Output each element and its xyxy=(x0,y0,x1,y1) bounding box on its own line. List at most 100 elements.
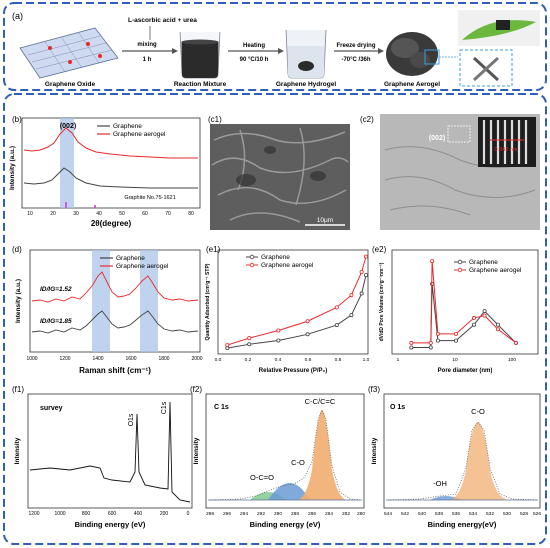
legend-graphene: Graphene xyxy=(116,255,145,262)
data-point-0-1 xyxy=(247,342,252,347)
y-axis-label: Intensity xyxy=(14,437,21,464)
reaction-mixture-beaker xyxy=(179,31,221,79)
stage-label-hydrogel: Graphene Hydrogel xyxy=(276,81,337,88)
panel-b-label: (b) xyxy=(12,115,22,124)
panel-c2: (c2) (002) 0.342 nm xyxy=(360,114,540,230)
y-axis-label: Intensity (a.u.) xyxy=(9,146,16,190)
f1-title: survey xyxy=(40,405,63,412)
data-point-0-7 xyxy=(363,273,368,278)
x-axis-label: Relative Pressure (P/P₀) xyxy=(259,368,327,374)
data-point-1-0 xyxy=(409,340,414,345)
svg-text:292: 292 xyxy=(257,511,265,517)
data-point-1-4 xyxy=(453,331,458,336)
peak-band xyxy=(60,118,74,208)
sem-texture xyxy=(211,127,349,223)
data-point-1-4 xyxy=(334,305,339,310)
legend-aerogel-marker xyxy=(249,262,255,268)
svg-text:10: 10 xyxy=(452,357,458,363)
svg-text:294: 294 xyxy=(240,511,248,517)
panel-e2-label: (e2) xyxy=(372,245,387,254)
panel-f3-label: (f3) xyxy=(368,385,380,394)
c1s-envelope xyxy=(209,408,363,501)
data-point-0-4 xyxy=(334,323,339,328)
graphene-raman-curve xyxy=(31,310,199,334)
y-axis-label: Quantity Adsorbed (cm³g⁻¹ STP) xyxy=(205,263,211,340)
panel-f3: (f3) O 1s C-O -OH Intensity 544 542 540 … xyxy=(368,385,541,529)
panel-f2-label: (f2) xyxy=(190,385,202,394)
svg-text:0: 0 xyxy=(187,511,190,517)
data-point-1-2 xyxy=(276,328,281,333)
step2-top: Heating xyxy=(243,43,265,49)
panel-c2-label: (c2) xyxy=(360,115,374,124)
panel-f1-label: (f1) xyxy=(12,385,24,394)
svg-text:70: 70 xyxy=(165,211,171,217)
svg-text:536: 536 xyxy=(452,511,460,517)
legend-aerogel: Graphene aerogel xyxy=(113,131,166,138)
svg-text:298: 298 xyxy=(206,511,214,517)
isotherm-plot xyxy=(225,254,368,351)
step2-bottom: 90 °C/10 h xyxy=(240,57,269,63)
svg-text:288: 288 xyxy=(291,511,299,517)
legend-aerogel-marker xyxy=(457,267,463,273)
step3-top: Freeze drying xyxy=(336,43,375,49)
svg-text:542: 542 xyxy=(401,511,409,517)
data-point-0-6 xyxy=(359,291,364,296)
step1-top: mixing xyxy=(137,42,157,48)
y-axis-label: Intensity (a.u.) xyxy=(15,279,22,323)
plot-frame xyxy=(391,249,539,355)
data-point-1-6 xyxy=(482,313,487,318)
svg-text:0.0: 0.0 xyxy=(215,357,222,363)
data-point-1-7 xyxy=(495,327,500,332)
x-tick-labels: 10 20 30 40 50 60 70 80 xyxy=(27,211,194,217)
y-axis-label: Intensity xyxy=(193,437,200,464)
y-axis-label: Intensity xyxy=(371,437,378,464)
svg-text:50: 50 xyxy=(119,211,125,217)
f3-title: O 1s xyxy=(390,404,405,411)
panel-f2: (f2) C 1s C-C/C=C C-O O-C=O Intensity 29… xyxy=(190,385,365,529)
legend-graphene-marker xyxy=(457,259,463,265)
plot-frame xyxy=(29,249,201,353)
svg-text:544: 544 xyxy=(384,511,392,517)
pore-distribution-plot xyxy=(409,259,518,350)
scale-bar-label: 10μm xyxy=(317,217,333,224)
panel-c1-label: (c1) xyxy=(208,115,222,124)
stage-label-aerogel: Graphene Aerogel xyxy=(384,81,440,88)
svg-text:296: 296 xyxy=(223,511,231,517)
svg-text:534: 534 xyxy=(469,511,477,517)
data-point-1-6 xyxy=(359,269,364,274)
o1s-envelope xyxy=(387,421,539,501)
svg-text:200: 200 xyxy=(160,511,169,517)
svg-text:1: 1 xyxy=(397,357,400,363)
lattice-fringe-inset: 0.342 nm xyxy=(478,117,536,167)
x-tick-labels: 1000 1200 1400 1600 1800 2000 xyxy=(26,356,202,362)
svg-text:1200: 1200 xyxy=(59,356,70,362)
x-axis-label: Binding energy(eV) xyxy=(428,520,497,529)
step1-bottom: 1 h xyxy=(143,57,152,63)
reference-label: Graphite No.75-1621 xyxy=(124,195,175,201)
panel-e1: (e1) Graphene Graphene aerogel Quantity … xyxy=(205,245,370,374)
sem-shadows xyxy=(236,146,326,186)
c1s-label: C1s xyxy=(161,401,168,414)
g-band xyxy=(140,250,158,352)
svg-text:282: 282 xyxy=(342,511,350,517)
d-band xyxy=(92,250,110,352)
legend-aerogel: Graphene aerogel xyxy=(116,263,169,270)
oh-label: -OH xyxy=(433,479,447,488)
sem-image xyxy=(210,124,350,230)
svg-text:290: 290 xyxy=(274,511,282,517)
panel-f1: (f1) survey O1s C1s Intensity 1200 1000 … xyxy=(12,385,193,529)
series-line-0 xyxy=(227,274,367,349)
svg-text:60: 60 xyxy=(142,211,148,217)
svg-text:528: 528 xyxy=(520,511,528,517)
svg-text:0.4: 0.4 xyxy=(275,357,282,363)
data-point-0-6 xyxy=(482,309,487,314)
svg-text:532: 532 xyxy=(486,511,494,517)
data-point-1-5 xyxy=(349,293,354,298)
svg-text:1600: 1600 xyxy=(125,356,136,362)
legend-graphene: Graphene xyxy=(261,254,290,261)
svg-text:10: 10 xyxy=(27,211,33,217)
co-label: C-O xyxy=(291,458,305,467)
x-tick-labels: 0.0 0.2 0.4 0.6 0.8 1.0 xyxy=(215,357,370,363)
svg-text:0.2: 0.2 xyxy=(245,357,252,363)
panel-c1: (c1) 10μm xyxy=(208,115,350,230)
